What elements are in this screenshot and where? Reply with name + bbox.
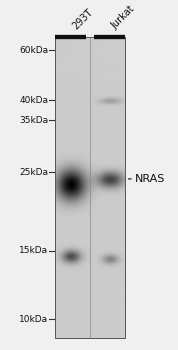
Text: Jurkat: Jurkat xyxy=(109,4,137,31)
Bar xyxy=(55,37,86,338)
Bar xyxy=(94,37,125,338)
Text: 60kDa: 60kDa xyxy=(19,46,49,55)
Text: 25kDa: 25kDa xyxy=(20,168,49,177)
Text: 40kDa: 40kDa xyxy=(20,96,49,105)
Text: NRAS: NRAS xyxy=(135,174,165,184)
Text: 10kDa: 10kDa xyxy=(19,315,49,324)
Text: 35kDa: 35kDa xyxy=(19,116,49,125)
Text: 293T: 293T xyxy=(70,7,95,31)
Bar xyxy=(55,37,125,338)
Bar xyxy=(55,37,125,338)
Text: 15kDa: 15kDa xyxy=(19,246,49,255)
